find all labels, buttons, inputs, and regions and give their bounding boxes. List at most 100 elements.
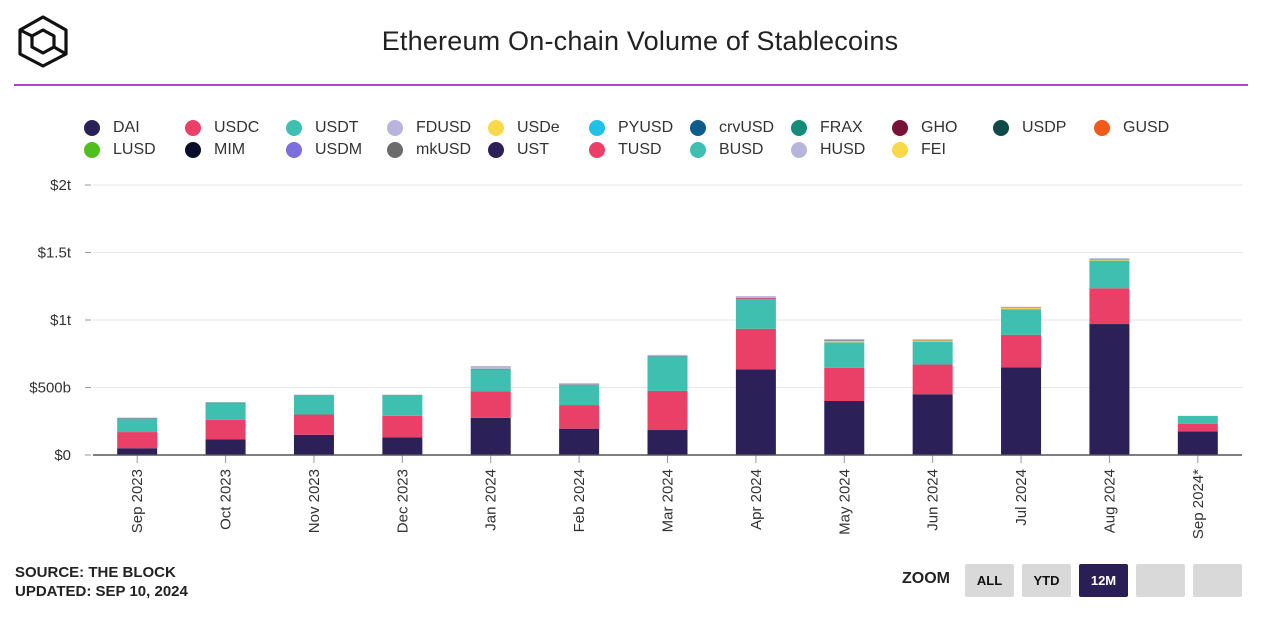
zoom-12m-button[interactable]: 12M [1079,564,1128,597]
x-tick-label: Jan 2024 [483,469,500,531]
bar-segment-husd [293,394,334,396]
bar-segment-tusd [293,395,334,396]
legend-swatch [892,120,908,136]
bar-segment-dai [1089,324,1130,455]
legend-item-mkusd[interactable]: mkUSD [387,139,471,161]
bar-segment-usdc [117,432,158,449]
bar-segment-usdt [470,369,511,392]
x-tick-label: May 2024 [836,469,853,535]
bar-segment-usdc [824,367,865,401]
x-tick-label: Dec 2023 [394,469,411,533]
legend-label: crvUSD [719,119,775,136]
legend-label: FEI [921,141,946,158]
zoom-ytd-button[interactable]: YTD [1022,564,1071,597]
y-tick-label: $0 [54,447,71,464]
the-block-logo-icon [18,15,68,68]
bar-segment-husd [382,394,423,396]
bar-segment-tusd [117,418,158,419]
legend-item-mim[interactable]: MIM [185,139,245,161]
legend-label: FRAX [820,119,863,136]
legend-label: mkUSD [416,141,472,158]
bar-segment-tusd [647,356,688,357]
legend-item-gho[interactable]: GHO [892,117,957,139]
bar-segment-dai [1001,367,1042,455]
legend-label: USDM [315,141,363,158]
legend-swatch [387,120,403,136]
legend-item-pyusd[interactable]: PYUSD [589,117,673,139]
legend-swatch [589,142,605,158]
zoom-label: ZOOM [902,570,950,587]
legend-swatch [84,142,100,158]
zoom-extra-button-1[interactable] [1136,564,1185,597]
legend-item-fdusd[interactable]: FDUSD [387,117,471,139]
x-tick-label: Apr 2024 [748,469,765,530]
x-tick-label: Aug 2024 [1101,469,1118,533]
x-tick-label: Feb 2024 [571,469,588,532]
legend-item-dai[interactable]: DAI [84,117,140,139]
legend-item-usdm[interactable]: USDM [286,139,362,161]
legend-item-usdp[interactable]: USDP [993,117,1066,139]
legend-item-fei[interactable]: FEI [892,139,946,161]
legend-item-gusd[interactable]: GUSD [1094,117,1169,139]
bar-segment-husd [1089,258,1130,259]
y-tick-label: $1.5t [38,245,72,262]
bar-segment-husd [647,354,688,356]
bar-segment-usdt [1177,415,1218,424]
bar-segment-husd [470,366,511,369]
footer-credits: SOURCE: THE BLOCK UPDATED: SEP 10, 2024 [15,563,188,601]
y-tick-label: $2t [50,177,72,194]
legend-item-usdc[interactable]: USDC [185,117,259,139]
x-tick-label: Oct 2023 [218,469,235,530]
legend-label: USDe [517,119,560,136]
legend-item-husd[interactable]: HUSD [791,139,865,161]
legend-swatch [993,120,1009,136]
legend-swatch [286,120,302,136]
legend-item-ust[interactable]: UST [488,139,549,161]
legend-item-crvusd[interactable]: crvUSD [690,117,774,139]
stacked-bar-chart: $0 $500b $1t $1.5t $2t Sep 2023 Oct 2023 Nov 20… [29,177,1242,539]
bar-segment-usdc [293,414,334,435]
legend-swatch [488,120,504,136]
bar-segment-busd [470,368,511,370]
bar-segment-husd [824,339,865,341]
legend-item-usdt[interactable]: USDT [286,117,359,139]
legend-item-busd[interactable]: BUSD [690,139,763,161]
bar-segment-busd [117,418,158,419]
bar-segment-usdt [293,395,334,415]
bar-segment-usdc [1001,334,1042,368]
legend-label: MIM [214,141,246,158]
bar-segment-usdt [559,384,600,406]
bar-segment-dai [1177,431,1218,455]
bar-segment-dai [205,439,246,455]
legend-item-usde[interactable]: USDe [488,117,560,139]
legend-item-lusd[interactable]: LUSD [84,139,156,161]
bar-segment-tusd [824,340,865,342]
legend-swatch [690,142,706,158]
bar-segment-usdc [559,405,600,429]
bar-segment-husd [1001,306,1042,308]
bar-segment-tusd [1089,258,1130,260]
legend-item-frax[interactable]: FRAX [791,117,863,139]
bar-segment-usde [1089,259,1130,261]
legend-label: HUSD [820,141,866,158]
bar-segment-usdt [1001,309,1042,335]
title-divider [14,84,1248,86]
bar-segment-dai [912,394,953,455]
legend-swatch [185,120,201,136]
bar-segment-busd [824,340,865,341]
bar-segment-usdc [647,390,688,431]
legend-item-tusd[interactable]: TUSD [589,139,662,161]
legend-label: TUSD [618,141,662,158]
legend-label: BUSD [719,141,764,158]
bar-segment-usde [824,341,865,343]
bar-segment-husd [735,296,776,298]
bar-segment-busd [1001,307,1042,308]
bar-segment-usdt [912,341,953,365]
bar-segment-busd [1089,258,1130,260]
zoom-all-button[interactable]: ALL [965,564,1014,597]
zoom-extra-button-2[interactable] [1193,564,1242,597]
bar-segment-usdt [117,418,158,433]
legend-label: USDP [1022,119,1067,136]
bar-segment-usdt [205,403,246,420]
bar-segment-husd [205,402,246,403]
